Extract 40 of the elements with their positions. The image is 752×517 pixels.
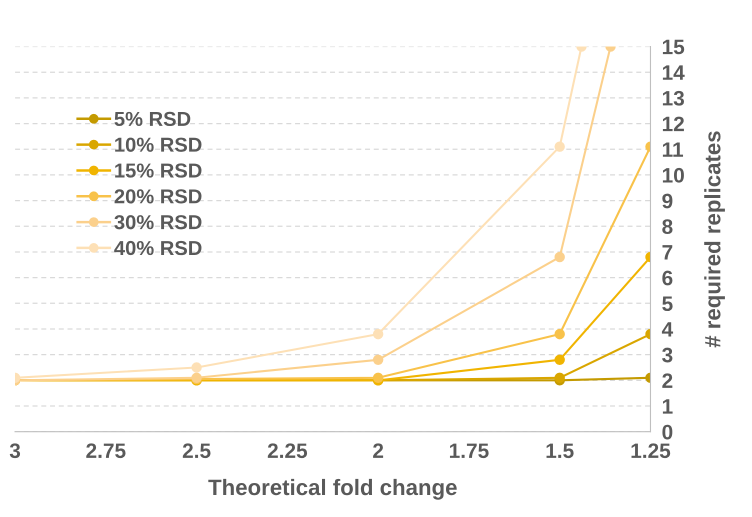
x-tick-label: 2 bbox=[373, 443, 384, 458]
y-tick-label: 1 bbox=[662, 399, 673, 414]
legend-label: 15% RSD bbox=[115, 163, 202, 178]
x-tick-label: 2.25 bbox=[268, 443, 308, 458]
legend-label: 30% RSD bbox=[114, 215, 202, 230]
legend-label: 10% RSD bbox=[115, 138, 202, 152]
point bbox=[372, 354, 384, 366]
y-tick-label: 14 bbox=[662, 65, 685, 80]
point bbox=[554, 328, 565, 340]
y-tick-label: 15 bbox=[662, 40, 684, 54]
y-axis-title: # required replicates bbox=[704, 131, 725, 348]
x-tick-label: 3 bbox=[10, 443, 20, 458]
point bbox=[554, 141, 565, 152]
y-tick-label: 8 bbox=[662, 219, 673, 234]
legend-label: 20% RSD bbox=[114, 189, 202, 204]
point bbox=[372, 328, 384, 340]
y-tick-label: 5 bbox=[662, 296, 673, 312]
y-tick-label: 10 bbox=[662, 168, 684, 183]
y-tick-label: 4 bbox=[662, 322, 674, 337]
point bbox=[372, 372, 384, 383]
y-tick-label: 9 bbox=[662, 194, 672, 208]
legend-label: 40% RSD bbox=[114, 240, 202, 256]
point bbox=[554, 252, 565, 262]
y-tick-label: 12 bbox=[662, 116, 684, 132]
y-tick-label: 11 bbox=[662, 142, 684, 157]
y-tick-label: 0 bbox=[662, 424, 672, 440]
point bbox=[554, 354, 565, 366]
x-tick-label: 1.5 bbox=[546, 444, 574, 458]
x-axis-title: Theoretical fold change bbox=[208, 478, 457, 500]
y-tick-label: 13 bbox=[662, 90, 684, 106]
legend-label: 5% RSD bbox=[114, 112, 190, 126]
x-tick-label: 1.75 bbox=[450, 444, 489, 458]
y-tick-label: 6 bbox=[662, 270, 672, 286]
y-tick-label: 7 bbox=[662, 245, 672, 260]
y-tick-label: 3 bbox=[662, 348, 672, 362]
x-tick-label: 1.25 bbox=[632, 443, 670, 458]
x-tick-label: 2.5 bbox=[182, 443, 210, 458]
y-tick-label: 2 bbox=[662, 373, 672, 388]
point bbox=[191, 362, 202, 373]
x-tick-label: 2.75 bbox=[86, 443, 126, 458]
